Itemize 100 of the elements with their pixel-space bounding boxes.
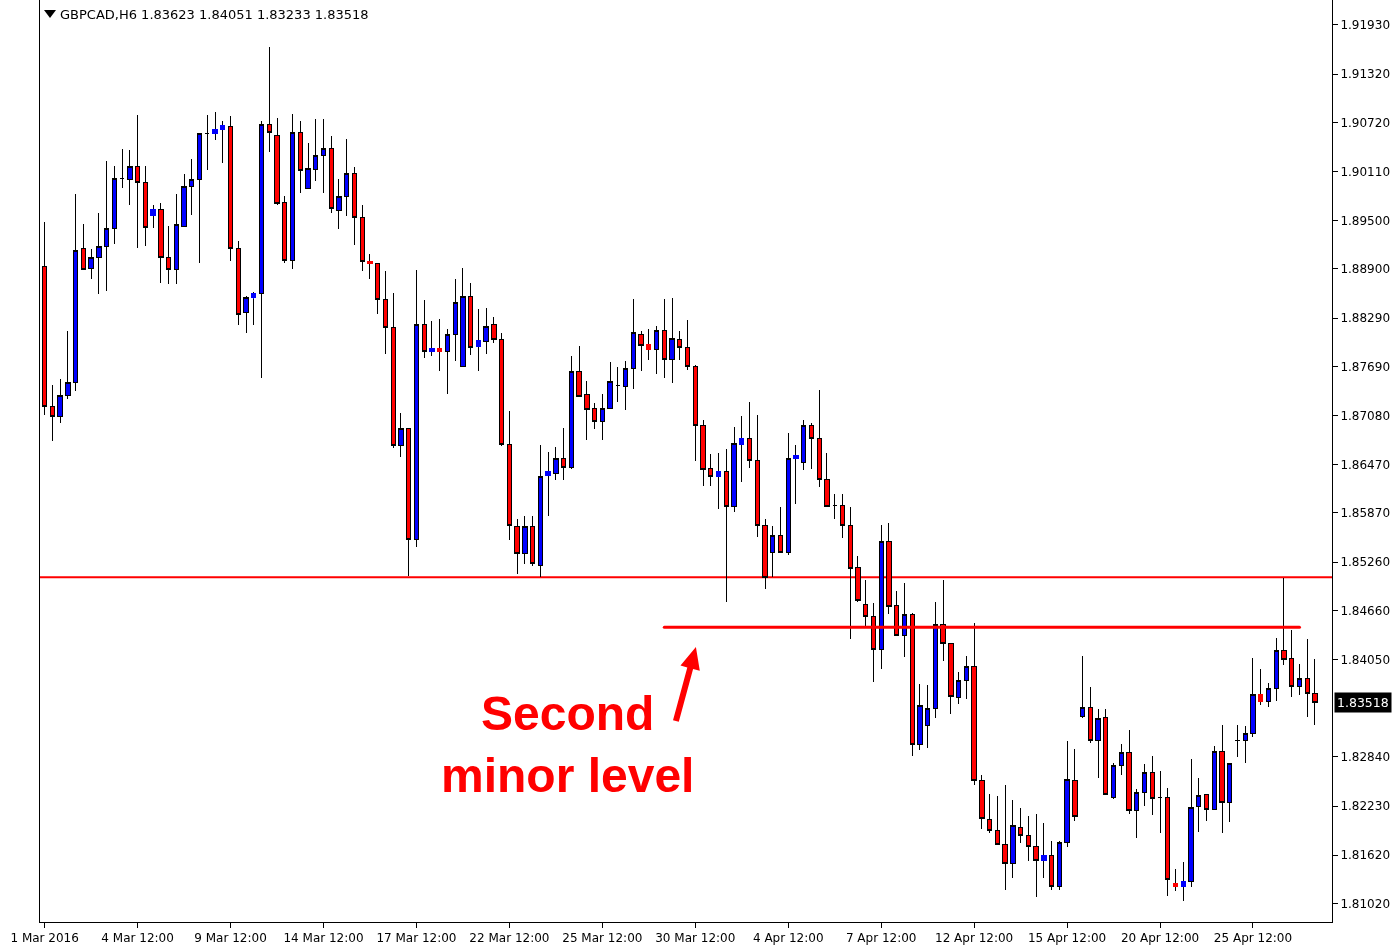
candlestick (1188, 758, 1194, 888)
y-tick-label: 1.85870 (1340, 506, 1391, 521)
x-tick-label: 7 Apr 12:00 (845, 931, 917, 946)
text: 1.83518 (1337, 695, 1389, 710)
candlestick (1048, 840, 1055, 891)
candlestick (382, 270, 389, 354)
candlestick (1196, 777, 1202, 833)
candlestick (289, 113, 296, 270)
candlestick (568, 355, 575, 470)
candlestick (320, 118, 327, 194)
candlestick (560, 427, 567, 481)
candlestick (615, 366, 621, 403)
candlestick (460, 267, 466, 367)
candlestick (1157, 770, 1163, 834)
y-tick-label: 1.84660 (1340, 603, 1391, 618)
candlestick (1033, 813, 1039, 898)
candlestick (1258, 668, 1264, 706)
y-tick-label: 1.87080 (1340, 408, 1391, 423)
x-tick-label: 12 Apr 12:00 (935, 931, 1014, 946)
y-tick-label: 1.82230 (1340, 799, 1391, 814)
candlestick (1134, 788, 1140, 839)
candlestick (1211, 745, 1217, 810)
candlestick (359, 204, 365, 272)
candlestick (506, 410, 513, 541)
candlestick (979, 774, 985, 830)
candlestick (142, 165, 149, 247)
y-tick-label: 1.87690 (1340, 359, 1391, 374)
candlestick (103, 160, 110, 292)
candlestick (1273, 637, 1279, 702)
candlestick (1180, 861, 1186, 902)
candlestick (1110, 762, 1117, 800)
y-tick-label: 1.91930 (1340, 18, 1391, 33)
candlestick (96, 212, 102, 295)
candlestick (220, 120, 226, 164)
candlestick (196, 133, 203, 264)
candlestick (158, 202, 164, 284)
candlestick (692, 364, 698, 462)
candlestick (684, 319, 691, 371)
candlestick (994, 795, 1001, 846)
candlestick (150, 204, 156, 229)
candlestick (258, 120, 265, 379)
candlestick (901, 582, 908, 658)
candlestick (165, 225, 172, 285)
candlestick (274, 117, 280, 206)
x-tick-label: 4 Mar 12:00 (101, 931, 174, 946)
x-tick-label: 25 Mar 12:00 (562, 931, 643, 946)
candlestick (1312, 658, 1318, 726)
candlestick (421, 299, 427, 359)
text: GBPCAD,H6 1.83623 1.84051 1.83233 1.83518 (60, 6, 369, 22)
candlestick (715, 452, 722, 510)
annotation: Second minor level (441, 687, 695, 803)
candlestick (1079, 655, 1086, 719)
candlestick (777, 506, 784, 553)
candlestick (41, 221, 48, 416)
candlestick (599, 393, 606, 441)
candlestick (646, 328, 652, 361)
candlestick (661, 298, 667, 379)
y-tick-label: 1.86470 (1340, 457, 1391, 472)
candlestick (731, 426, 737, 513)
candlestick (700, 419, 706, 487)
y-tick-label: 1.90720 (1340, 115, 1391, 130)
candlestick (444, 328, 451, 395)
candlestick (793, 444, 799, 505)
candlestick (367, 253, 373, 280)
candlestick (328, 135, 334, 214)
candlestick (576, 345, 582, 397)
y-tick-label: 1.81620 (1340, 848, 1391, 863)
x-tick-label: 4 Apr 12:00 (752, 931, 824, 946)
candlestick (72, 193, 79, 392)
x-tick-label: 30 Mar 12:00 (655, 931, 736, 946)
candlestick (243, 295, 249, 334)
candlestick (429, 320, 435, 357)
candlestick (878, 524, 884, 670)
candlestick (468, 282, 474, 356)
y-tick-label: 1.91320 (1340, 67, 1391, 82)
candlestick (1165, 787, 1171, 897)
candlestick (839, 493, 846, 539)
candlestick (708, 453, 714, 487)
candlestick (173, 193, 179, 285)
y-tick-label: 1.82840 (1340, 750, 1391, 765)
x-tick-label: 1 Mar 2016 (10, 931, 79, 946)
candlestick (1250, 657, 1256, 738)
candlestick (134, 114, 141, 249)
candlestick (785, 432, 791, 556)
candlestick (1203, 794, 1210, 822)
candlestick (336, 178, 342, 230)
candlestick (227, 115, 234, 262)
candlestick (1304, 638, 1310, 718)
candlestick (529, 515, 536, 567)
candlestick (204, 114, 210, 171)
x-tick-label: 20 Apr 12:00 (1120, 931, 1200, 946)
candlestick (1087, 686, 1093, 744)
candlestick (653, 325, 660, 375)
candlestick (452, 278, 458, 362)
candlestick (65, 330, 71, 400)
candlestick (181, 173, 187, 227)
candlestick (622, 360, 629, 411)
candlestick (986, 793, 993, 834)
candlestick (305, 142, 311, 189)
y-tick-label: 1.88900 (1340, 262, 1391, 277)
